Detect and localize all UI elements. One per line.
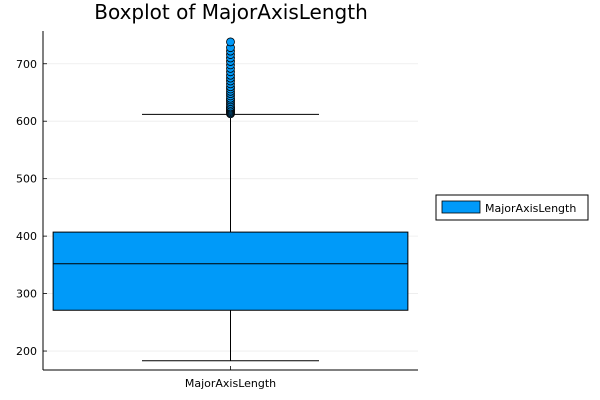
legend-label: MajorAxisLength bbox=[485, 202, 576, 215]
y-tick-label: 300 bbox=[16, 288, 37, 301]
y-tick-label: 600 bbox=[16, 115, 37, 128]
y-tick-label: 700 bbox=[16, 58, 37, 71]
x-tick-label: MajorAxisLength bbox=[185, 377, 276, 390]
legend: MajorAxisLength bbox=[435, 194, 589, 221]
y-tick-label: 500 bbox=[16, 173, 37, 186]
outlier-point bbox=[226, 37, 235, 47]
iqr-box bbox=[52, 231, 409, 311]
axes bbox=[42, 31, 418, 371]
legend-swatch bbox=[441, 200, 481, 214]
chart-marks bbox=[52, 37, 409, 362]
tick-labels: 200 300 400 500 600 700 MajorAxisLength bbox=[16, 58, 276, 390]
chart-title: Boxplot of MajorAxisLength bbox=[94, 0, 368, 24]
y-tick-label: 400 bbox=[16, 230, 37, 243]
y-tick-label: 200 bbox=[16, 345, 37, 358]
